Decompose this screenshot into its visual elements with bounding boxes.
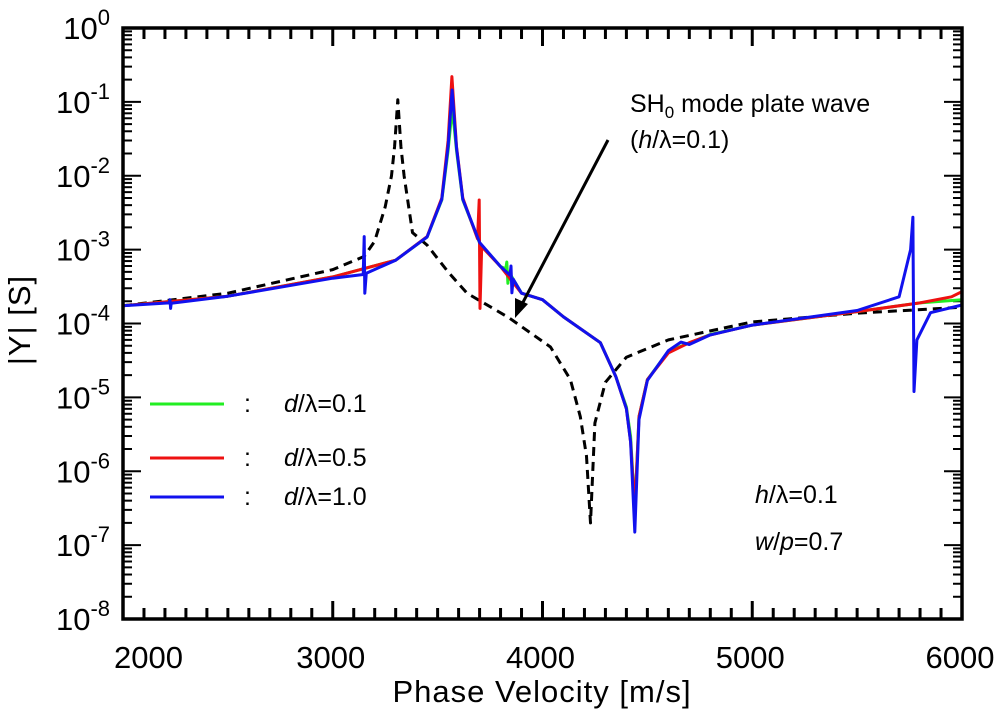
legend-separator: : xyxy=(244,390,251,418)
param-h-lambda: h/λ=0.1 xyxy=(755,481,838,509)
series-line-sh0 xyxy=(122,98,963,525)
annotation-arrow-line xyxy=(518,139,610,309)
y-tick-label: 10-4 xyxy=(56,301,110,342)
legend-label-blue: d/λ=1.0 xyxy=(284,483,367,511)
x-tick-label: 5000 xyxy=(716,640,785,675)
plot-frame xyxy=(121,26,964,621)
x-tick-label: 3000 xyxy=(296,640,365,675)
sh0-label: SH0 mode plate wave xyxy=(630,90,870,122)
y-tick-label: 10-5 xyxy=(56,374,110,415)
y-tick-label: 10-3 xyxy=(56,227,110,268)
param-w-p: w/p=0.7 xyxy=(755,528,843,556)
sh0-annotation: SH0 mode plate wave (h/λ=0.1) xyxy=(515,90,870,318)
x-tick-label: 2000 xyxy=(114,640,183,675)
series-line-blue xyxy=(122,88,963,534)
parameter-notes: h/λ=0.1 w/p=0.7 xyxy=(755,481,843,556)
legend-label-green: d/λ=0.1 xyxy=(284,390,367,418)
y-axis-title: |Y| [S] xyxy=(2,275,37,365)
legend-item-green: : d/λ=0.1 xyxy=(150,390,367,418)
annotation-arrowhead xyxy=(515,298,528,318)
legend-item-blue: : d/λ=1.0 xyxy=(150,483,367,511)
x-axis-title: Phase Velocity [m/s] xyxy=(392,674,691,709)
x-tick-label: 6000 xyxy=(926,640,995,675)
y-tick-label: 10-8 xyxy=(56,596,110,637)
x-tick-label: 4000 xyxy=(506,640,575,675)
y-tick-label: 10-2 xyxy=(56,153,110,194)
legend-separator: : xyxy=(244,444,251,472)
y-tick-label: 10-1 xyxy=(56,79,110,120)
legend-separator: : xyxy=(244,483,251,511)
legend-item-red: : d/λ=0.5 xyxy=(150,444,367,472)
legend: : d/λ=0.1 : d/λ=0.5 : d/λ=1.0 xyxy=(150,390,367,511)
y-tick-label: 10-7 xyxy=(56,522,110,563)
x-tick-labels: 2000 3000 4000 5000 6000 xyxy=(114,640,994,675)
curves xyxy=(122,75,963,534)
y-tick-label: 10-6 xyxy=(56,448,110,489)
legend-label-red: d/λ=0.5 xyxy=(284,444,367,472)
sh0-parameter: (h/λ=0.1) xyxy=(630,126,729,154)
y-tick-labels: 100 10-1 10-2 10-3 10-4 10-5 10-6 10-7 10-8 xyxy=(56,5,110,637)
y-tick-label: 100 xyxy=(63,5,110,46)
